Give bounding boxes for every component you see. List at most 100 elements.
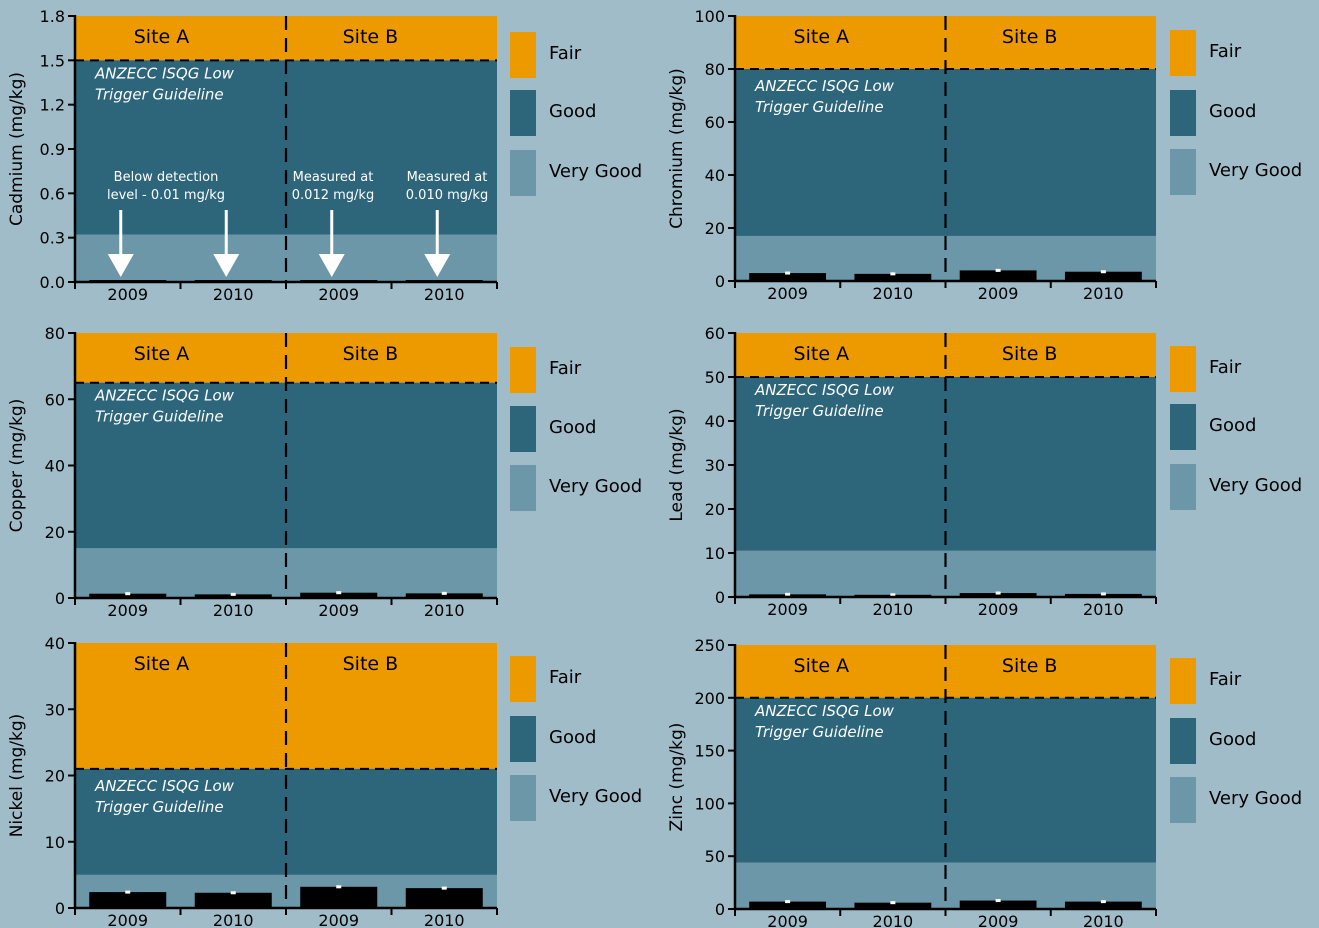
x-tick-label: 2009 <box>767 912 808 928</box>
arrow-head <box>318 254 345 277</box>
legend-fair-swatch <box>1170 30 1196 76</box>
data-bar <box>959 900 1037 909</box>
data-bar <box>300 886 378 908</box>
legend-very-good-swatch <box>1170 149 1196 195</box>
guideline-label: ANZECC ISQG Low Trigger Guideline <box>94 777 235 816</box>
legend-good-swatch <box>510 90 536 136</box>
legend-very-good-swatch <box>510 775 536 821</box>
error-bar <box>441 886 447 890</box>
y-tick-label: 0 <box>715 900 725 919</box>
legend-good-swatch <box>1170 90 1196 136</box>
y-tick-label: 0.9 <box>40 140 65 159</box>
site-label-a: Site A <box>134 26 190 48</box>
data-bar <box>959 593 1037 597</box>
y-tick-label: 1.8 <box>40 7 65 26</box>
y-tick-label: 60 <box>705 324 725 343</box>
site-label-a: Site A <box>794 343 850 365</box>
y-tick-label: 20 <box>45 523 65 542</box>
x-tick-label: 2010 <box>873 912 914 928</box>
legend-very-good-swatch <box>1170 777 1196 823</box>
annotation-line: 0.012 mg/kg <box>292 188 374 203</box>
annotation-line: 0.010 mg/kg <box>406 188 488 203</box>
y-tick-label: 150 <box>694 742 725 761</box>
error-bar <box>890 272 896 276</box>
y-tick-label: 30 <box>705 456 725 475</box>
x-tick-label: 2010 <box>873 600 914 619</box>
error-bar <box>785 271 791 275</box>
site-label-a: Site A <box>794 655 850 677</box>
y-tick-label: 0 <box>55 899 65 918</box>
y-tick-label: 1.2 <box>40 96 65 115</box>
guideline-label-line: Trigger Guideline <box>755 98 884 116</box>
annotation-text: Below detection level - 0.01 mg/kg <box>107 170 225 203</box>
legend: Fair Good Very Good <box>1170 30 1302 195</box>
data-bar <box>1064 901 1142 909</box>
y-tick-label: 20 <box>705 219 725 238</box>
legend-very-good-label: Very Good <box>1209 788 1302 809</box>
data-bar <box>1064 593 1142 597</box>
y-axis-label: Nickel (mg/kg) <box>7 714 27 838</box>
legend-good-label: Good <box>549 101 596 122</box>
legend-good-label: Good <box>549 727 596 748</box>
annotation-arrow <box>318 210 345 277</box>
legend-good-label: Good <box>549 417 596 438</box>
y-tick-label: 10 <box>45 833 65 852</box>
legend-fair-label: Fair <box>549 667 582 688</box>
x-tick-label: 2009 <box>318 601 359 620</box>
y-tick-label: 80 <box>705 60 725 79</box>
error-bar <box>125 592 131 596</box>
guideline-label-line: Trigger Guideline <box>95 798 224 816</box>
guideline-label: ANZECC ISQG Low Trigger Guideline <box>94 387 235 426</box>
chart-panel-1: Site A Site B ANZECC ISQG Low Trigger Guide… <box>7 7 642 304</box>
annotation-text: Measured at 0.010 mg/kg <box>406 170 488 203</box>
y-tick-label: 10 <box>705 544 725 563</box>
x-tick-label: 2010 <box>213 911 254 928</box>
legend-good-label: Good <box>1209 415 1256 436</box>
legend-good-swatch <box>510 406 536 452</box>
x-tick-label: 2009 <box>978 912 1019 928</box>
guideline-label-line: Trigger Guideline <box>95 85 224 103</box>
error-bar <box>230 592 236 596</box>
guideline-label-line: Trigger Guideline <box>95 408 224 426</box>
x-tick-label: 2009 <box>318 285 359 304</box>
chart-panel-3: Site A Site B ANZECC ISQG Low Trigger Guide… <box>7 324 642 620</box>
legend-very-good-label: Very Good <box>549 161 642 182</box>
annotation-text: Measured at 0.012 mg/kg <box>292 170 374 203</box>
annotation-arrow <box>424 210 451 277</box>
y-tick-label: 60 <box>705 113 725 132</box>
y-tick-label: 0 <box>715 272 725 291</box>
site-label-b: Site B <box>1002 655 1058 677</box>
legend-fair-label: Fair <box>549 43 582 64</box>
x-tick-label: 2009 <box>767 600 808 619</box>
legend: Fair Good Very Good <box>1170 346 1302 510</box>
error-bar <box>890 901 896 905</box>
error-bar <box>336 885 342 889</box>
data-bar <box>854 273 932 281</box>
error-bar <box>785 592 791 596</box>
error-bar <box>785 900 791 904</box>
annotation-arrow <box>107 210 134 277</box>
site-label-b: Site B <box>343 26 399 48</box>
annotation-line: level - 0.01 mg/kg <box>107 188 225 203</box>
error-bar <box>1100 592 1106 596</box>
legend-fair-swatch <box>1170 658 1196 704</box>
x-tick-label: 2009 <box>107 911 148 928</box>
y-axis-label: Lead (mg/kg) <box>667 408 687 521</box>
x-tick-label: 2010 <box>873 284 914 303</box>
legend-very-good-swatch <box>510 465 536 511</box>
legend-good-label: Good <box>1209 101 1256 122</box>
y-tick-label: 0 <box>55 589 65 608</box>
annotation-line: Below detection <box>114 170 219 185</box>
data-bar <box>405 593 483 598</box>
x-tick-label: 2009 <box>107 601 148 620</box>
fair-band <box>75 643 497 769</box>
y-tick-label: 0.6 <box>40 184 65 203</box>
annotation-line: Measured at <box>293 170 374 185</box>
y-tick-label: 0.0 <box>40 273 65 292</box>
data-bar <box>749 273 827 281</box>
y-tick-label: 20 <box>705 500 725 519</box>
legend: Fair Good Very Good <box>510 32 642 196</box>
guideline-label-line: Trigger Guideline <box>755 402 884 420</box>
data-bar <box>194 594 272 598</box>
y-tick-label: 250 <box>694 636 725 655</box>
